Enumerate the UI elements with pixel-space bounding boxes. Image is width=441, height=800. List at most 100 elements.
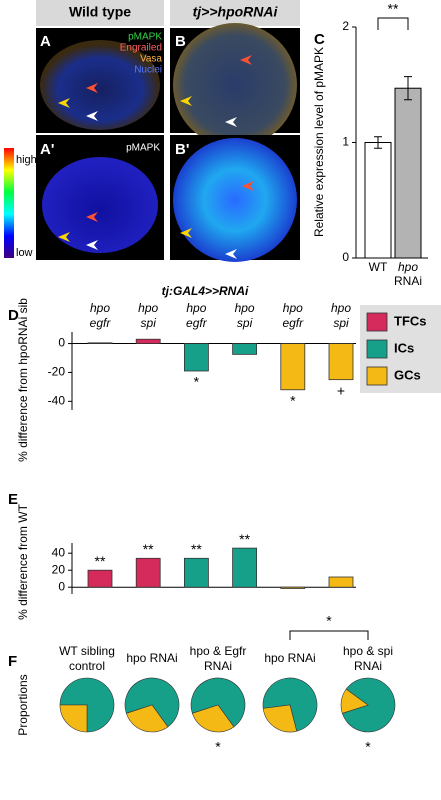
y-tick-label: 1 [342,135,349,149]
chart-title: tj:GAL4>>RNAi [162,284,249,298]
panel-letter: C [314,31,325,48]
pie-slice [124,677,180,728]
arrowheads [58,55,254,259]
x-category: egfr [186,316,208,330]
header-bg [36,0,164,26]
scale-label: high [16,154,37,166]
scale-label: low [16,247,33,259]
bar [328,343,354,381]
x-category: egfr [90,316,112,330]
bar [87,342,113,344]
pie-label: WT sibling [59,644,115,658]
channel-label: Engrailed [120,43,162,54]
channel-label: pMAPK [126,143,160,154]
pie-slice [262,677,318,732]
y-tick-label: 0 [58,336,65,350]
error-bar [374,136,382,149]
significance: * [194,374,200,390]
significance: * [326,613,332,629]
legend-swatch [366,339,388,359]
error-bar [404,76,412,101]
x-category: hpo [235,301,255,315]
pie-label: hpo RNAi [264,651,315,665]
x-category: egfr [282,316,304,330]
pie-label: RNAi [354,659,382,673]
y-axis-label: Proportions [16,674,30,735]
y-tick-label: 40 [52,545,66,559]
panel-letter: B [175,33,186,50]
y-tick-label: 0 [342,250,349,264]
pie-label: hpo & spi [343,644,393,658]
panel-letter: F [8,653,17,670]
bar [364,142,392,259]
significance: ** [388,1,399,17]
panel-letter: A' [40,141,54,158]
color-scale [4,148,14,258]
significance: ** [143,541,154,557]
legend-label: ICs [394,340,414,355]
significance: ** [239,531,250,547]
panel-letter: D [8,307,19,324]
pie-slice [125,704,169,733]
significance: * [365,739,371,755]
panel-letter: E [8,491,18,508]
y-axis-label: % difference from hpoRNAi sib [16,298,30,462]
bar [135,557,161,588]
x-category: hpo [186,301,206,315]
pie-label: hpo RNAi [126,651,177,665]
bar [183,343,209,372]
tissue [42,157,158,253]
x-tick-label: RNAi [394,274,422,288]
y-axis-label: % difference from WT [16,503,30,619]
y-tick-label: 0 [58,579,65,593]
bracket [377,17,409,30]
bar [183,557,209,588]
channel-label: Nuclei [134,65,162,76]
pie-slice [191,704,235,733]
significance: ** [191,541,202,557]
y-tick-label: 2 [342,19,349,33]
bar [135,338,161,344]
legend-label: TFCs [394,313,427,328]
bar [232,343,258,355]
x-category: spi [237,316,253,330]
bracket [289,630,369,640]
significance: * [215,739,221,755]
bar [328,576,354,588]
bar [394,87,422,259]
header-bg [170,0,300,26]
pie-slice [341,677,396,733]
legend-swatch [366,366,388,386]
significance: ** [95,553,106,569]
bar [232,547,258,588]
channel-label: pMAPK [128,32,162,43]
panel-letter: A [40,33,51,50]
panel-letter: B' [175,141,189,158]
pie-slice [59,704,88,733]
x-tick-label: WT [369,260,388,274]
tissue [40,40,160,130]
bar [87,569,113,588]
pie-label: RNAi [204,659,232,673]
tissue [173,138,297,262]
pie-label: hpo & Egfr [190,644,247,658]
x-category: spi [333,316,349,330]
x-category: hpo [90,301,110,315]
y-tick-label: -40 [48,394,66,408]
channel-label: Vasa [140,54,162,65]
significance: + [337,382,345,398]
legend-swatch [366,312,388,332]
pie-slice [190,677,246,728]
legend-label: GCs [394,367,421,382]
pie-slice [262,704,298,733]
x-category: hpo [331,301,351,315]
header: tj>>hpoRNAi [193,4,279,20]
y-tick-label: -20 [48,365,66,379]
bar [280,586,306,589]
y-axis-label: Relative expression level of pMAPK [312,47,326,237]
tissue [173,23,297,147]
x-category: hpo [138,301,158,315]
x-tick-label: hpo [398,260,418,274]
x-category: spi [141,316,157,330]
